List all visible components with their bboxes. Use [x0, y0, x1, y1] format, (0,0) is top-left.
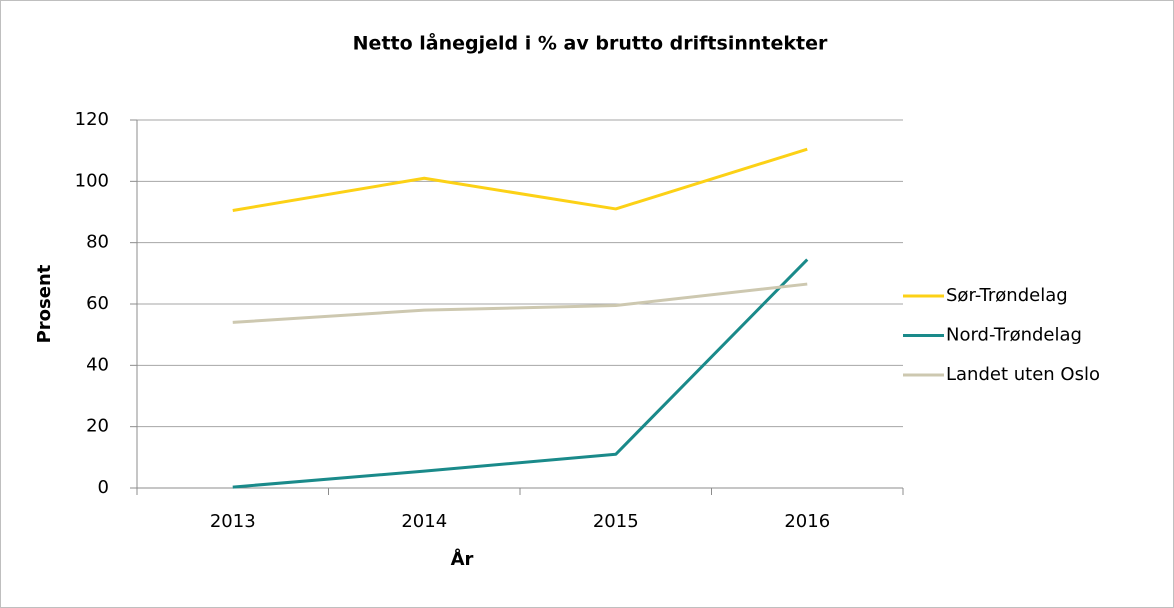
y-tick-label: 100 [75, 170, 109, 191]
series-line [232, 147, 808, 212]
legend-label: Landet uten Oslo [946, 364, 1100, 385]
series-line [232, 282, 808, 324]
series-line [232, 258, 809, 489]
y-tick-label: 40 [86, 354, 109, 375]
y-tick-label: 80 [86, 232, 109, 253]
y-tick-label: 60 [86, 293, 109, 314]
legend-label: Sør-Trøndelag [946, 285, 1068, 306]
x-tick-label: 2016 [784, 511, 830, 532]
legend-label: Nord-Trøndelag [946, 325, 1082, 346]
x-axis-label: År [451, 547, 474, 570]
y-tick-label: 0 [98, 477, 109, 498]
x-tick-label: 2015 [593, 511, 639, 532]
chart-title: Netto lånegjeld i % av brutto driftsinnt… [353, 31, 828, 55]
x-tick-label: 2014 [401, 511, 447, 532]
y-tick-label: 120 [75, 109, 109, 130]
x-tick-label: 2013 [210, 511, 256, 532]
y-axis-label: Prosent [34, 264, 55, 343]
y-tick-label: 20 [86, 416, 109, 437]
